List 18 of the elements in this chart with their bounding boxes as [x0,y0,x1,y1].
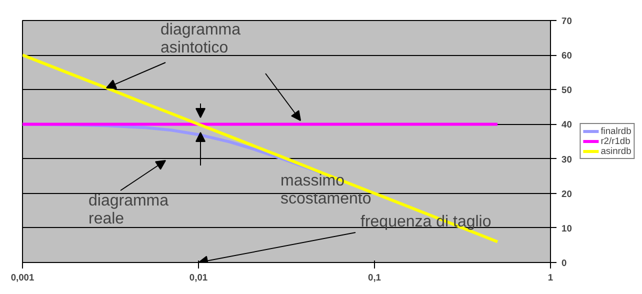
annotation: massimo scostamento [280,172,372,208]
x-tick-label: 1 [548,272,554,282]
y-tick-label: 60 [562,50,572,61]
x-tick-label: 0,1 [368,272,381,282]
legend-label: asinrdb [600,146,632,156]
y-tick-label: 30 [562,154,572,164]
y-tick-label: 50 [562,85,572,96]
y-tick-label: 20 [562,188,572,199]
annotation: diagramma reale [88,192,169,228]
y-tick-label: 0 [562,258,567,268]
x-tick-label: 0,001 [10,272,34,282]
y-tick-label: 40 [562,120,572,130]
annotation: diagramma asintotico [160,22,241,56]
legend-label: r2/r1db [600,136,630,146]
legend-label: finalrdb [600,126,632,136]
y-tick-label: 10 [562,223,572,234]
y-tick-label: 70 [562,16,572,26]
x-tick-label: 0,01 [189,272,208,282]
